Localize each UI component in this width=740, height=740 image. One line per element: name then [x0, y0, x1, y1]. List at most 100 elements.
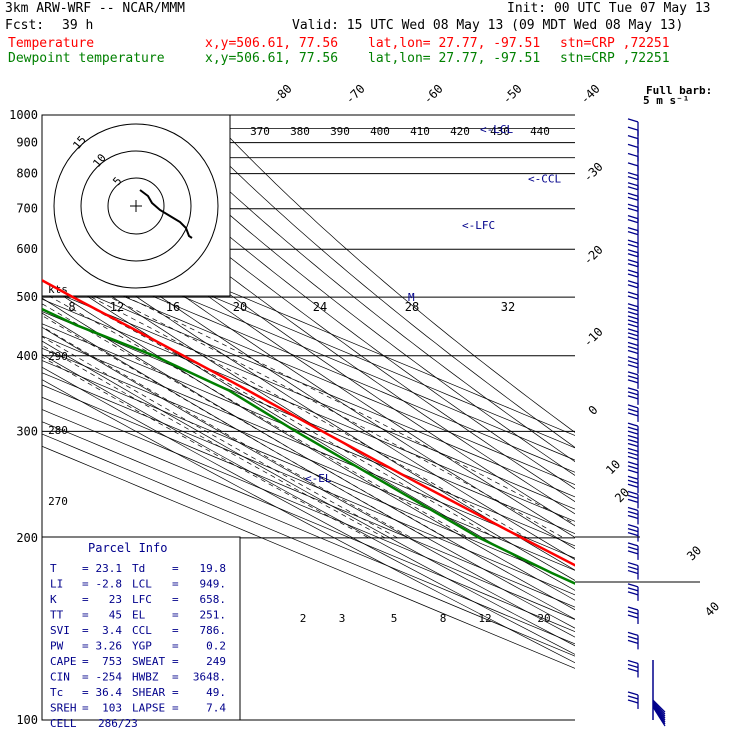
wind-barb-flag — [627, 523, 639, 529]
parcel-value: 786. — [200, 624, 227, 637]
parcel-value: 45 — [109, 609, 122, 622]
wind-barb-flag — [627, 135, 639, 140]
dry-adiabat — [42, 366, 575, 655]
wind-barb-flag — [627, 550, 639, 555]
isotherm-line — [42, 298, 575, 522]
wind-barb-flag — [627, 196, 639, 201]
isotherm-line — [42, 372, 575, 596]
level-marker: M — [408, 291, 415, 304]
wind-barb-flag — [627, 284, 639, 289]
wind-barb-flag — [627, 269, 639, 274]
wind-barb-flag — [627, 426, 639, 431]
temp-loc-xy: x,y=506.61, 77.56 — [205, 36, 339, 51]
dewpoint-line — [42, 307, 575, 585]
parcel-value: 7.4 — [206, 702, 226, 715]
barb-frame — [575, 536, 700, 583]
theta-label: 280 — [48, 424, 68, 437]
isotherm-line — [42, 311, 575, 535]
hodograph-trace — [139, 189, 193, 239]
wind-barb-flag — [627, 332, 639, 337]
wind-barb-flag — [627, 430, 639, 435]
wind-barb-flag — [627, 259, 639, 264]
wind-barb-flag — [627, 263, 639, 268]
wind-barb-flag — [652, 699, 666, 713]
wind-barb-flag — [627, 364, 639, 369]
wind-barb-flag — [627, 412, 639, 417]
wind-barb-flag — [627, 303, 639, 308]
dry-adiabat — [42, 326, 575, 629]
pressure-tick-label: 400 — [16, 349, 38, 363]
wind-barb-flag — [627, 569, 639, 575]
wind-barb-flag — [627, 295, 639, 300]
wind-barb-flag — [627, 118, 639, 123]
theta-label: 290 — [48, 350, 68, 363]
parcel-title: Parcel Info — [88, 541, 167, 555]
parcel-equals: = — [82, 624, 89, 637]
wind-barb-flag — [627, 483, 639, 488]
hodograph-speed-label: 12 — [110, 300, 124, 314]
wind-barb-flag — [627, 182, 639, 187]
isotherm-line — [42, 323, 575, 547]
mixing-ratio-label: 12 — [478, 612, 491, 625]
theta-label: 370 — [250, 125, 270, 138]
wind-barb-flag — [627, 328, 639, 333]
wind-barb-flag — [627, 375, 639, 380]
parcel-label: LAPSE — [132, 702, 165, 715]
parcel-value: 103 — [102, 702, 122, 715]
wind-barb-flag — [627, 231, 639, 236]
wind-barb-flag — [627, 315, 639, 320]
parcel-label: CCL — [132, 624, 152, 637]
wind-barb-flag — [627, 243, 639, 248]
hodograph-speed-label: 32 — [501, 300, 515, 314]
wind-barb-flag — [627, 461, 639, 466]
wind-barb-flag — [652, 704, 666, 723]
level-marker: <-CCL — [528, 172, 561, 185]
isotherm-line — [42, 396, 575, 620]
wind-barb-flag — [627, 395, 639, 400]
wind-barb-flag — [627, 527, 639, 533]
wind-barb-flag — [627, 291, 639, 296]
hodograph-ring — [53, 123, 219, 289]
moist-adiabat — [42, 291, 469, 539]
wind-barb-flag — [627, 345, 639, 351]
level-markers: <-LFC <-CCL <-LCL <-EL M — [305, 123, 561, 485]
wind-barb-flag — [627, 614, 639, 619]
wind-barb-flag — [627, 561, 639, 567]
wind-barb-flag — [627, 203, 639, 208]
dew-loc-latlon: lat,lon= 27.77, -97.51 — [368, 51, 541, 66]
parcel-equals: = — [82, 593, 89, 606]
hodograph-speed-label: 16 — [166, 300, 180, 314]
wind-barb-flag — [627, 408, 639, 413]
parcel-equals: = — [82, 640, 89, 653]
wind-barb-flag — [627, 546, 639, 551]
wind-barb-flag — [627, 510, 639, 516]
parcel-label: SWEAT — [132, 655, 165, 668]
isotherm-label: -50 — [500, 82, 525, 107]
parcel-equals: = — [82, 655, 89, 668]
wind-barb-flag — [652, 700, 666, 715]
isotherm-line — [42, 384, 575, 608]
moist-adiabat — [42, 336, 398, 539]
wind-barb-flag — [627, 387, 639, 392]
wind-barb-flag — [627, 583, 639, 588]
wind-barb-flag — [652, 703, 666, 721]
wind-barb-flag — [627, 171, 639, 177]
wind-barb-flag — [627, 253, 639, 258]
wind-barb-flag — [627, 186, 639, 191]
wind-barb-flag — [652, 702, 666, 719]
wind-barb-flag — [627, 219, 639, 224]
wind-barb-flag — [627, 475, 639, 480]
wind-barb-flag — [627, 465, 639, 470]
wind-barb-flag — [627, 341, 639, 347]
init-time: Init: 00 UTC Tue 07 May 13 — [507, 1, 711, 16]
barb-unit: 5 m s⁻¹ — [643, 94, 689, 107]
dry-adiabat — [42, 265, 575, 591]
wind-barb-flag — [627, 239, 639, 244]
wind-barb-flag — [652, 705, 666, 725]
mixing-ratio-labels: 2 3 5 8 12 20 — [300, 612, 551, 625]
wind-barb-flag — [627, 336, 639, 341]
isotherm-line — [42, 335, 575, 559]
isotherm-label: 40 — [702, 599, 722, 619]
parcel-value: 23 — [109, 593, 122, 606]
